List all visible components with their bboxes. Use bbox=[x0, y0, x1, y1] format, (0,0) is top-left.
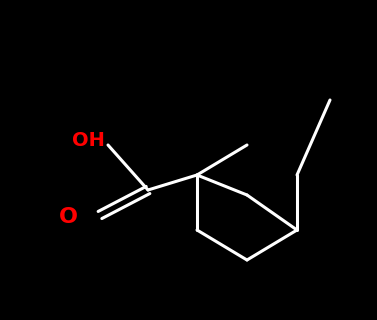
Text: O: O bbox=[58, 207, 78, 227]
Text: OH: OH bbox=[72, 131, 104, 149]
